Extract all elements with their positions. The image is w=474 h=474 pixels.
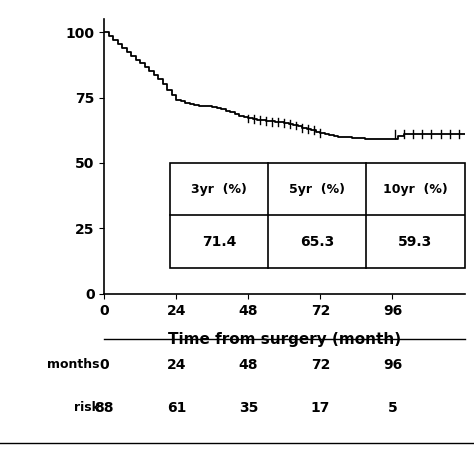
Text: 5yr  (%): 5yr (%) [290,182,346,196]
Text: 59.3: 59.3 [398,235,433,248]
Text: 88: 88 [94,401,114,415]
Text: 48: 48 [238,358,258,372]
Text: 5: 5 [388,401,397,415]
Text: months: months [47,358,100,372]
Text: 65.3: 65.3 [301,235,335,248]
Text: 35: 35 [239,401,258,415]
Text: 10yr  (%): 10yr (%) [383,182,448,196]
Text: 71.4: 71.4 [202,235,237,248]
Text: 17: 17 [311,401,330,415]
Text: 96: 96 [383,358,402,372]
Text: Time from surgery (month): Time from surgery (month) [168,332,401,347]
Text: 61: 61 [167,401,186,415]
Text: risk: risk [73,401,100,414]
Text: 0: 0 [100,358,109,372]
Text: 3yr  (%): 3yr (%) [191,182,247,196]
Text: 24: 24 [166,358,186,372]
Text: 72: 72 [311,358,330,372]
Bar [170,163,465,268]
